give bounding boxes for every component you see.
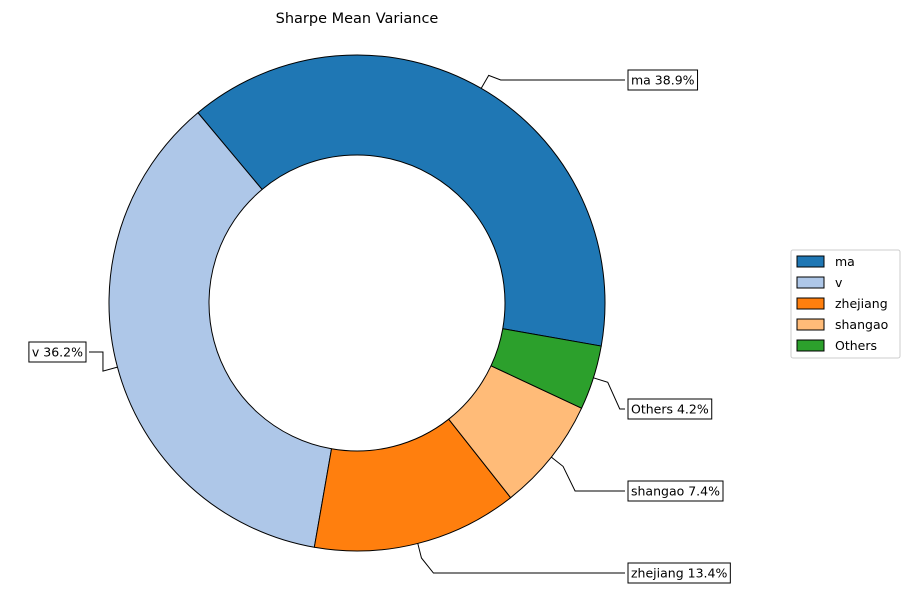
- legend-swatch-v: [796, 276, 825, 289]
- callout-line-others: [593, 377, 625, 410]
- legend: ma v zhejiang shangao Others: [790, 249, 901, 359]
- slice-ma: [197, 54, 606, 347]
- callout-label-v: v 36.2%: [32, 345, 83, 360]
- legend-swatch-zhejiang: [796, 297, 825, 310]
- callout-label-zhejiang: zhejiang 13.4%: [631, 566, 727, 581]
- legend-label-v: v: [835, 275, 843, 290]
- callout-box-shangao: [627, 480, 724, 502]
- legend-swatch-ma: [796, 255, 825, 268]
- callout-box-zhejiang: [627, 562, 731, 584]
- slice-others: [490, 328, 602, 409]
- callout-label-shangao: shangao 7.4%: [631, 484, 720, 499]
- legend-swatch-shangao: [796, 318, 825, 331]
- legend-swatch-others: [796, 339, 825, 352]
- callout-label-others: Others 4.2%: [631, 402, 709, 417]
- chart-title: Sharpe Mean Variance: [276, 11, 439, 27]
- legend-label-ma: ma: [835, 254, 855, 269]
- legend-label-others: Others: [835, 338, 877, 353]
- callout-box-others: [627, 398, 713, 420]
- callout-label-ma: ma 38.9%: [631, 73, 695, 88]
- legend-label-zhejiang: zhejiang: [835, 296, 888, 311]
- callout-box-ma: [627, 69, 699, 91]
- callout-box-v: [28, 341, 87, 363]
- callout-line-v: [89, 351, 118, 372]
- legend-label-shangao: shangao: [835, 317, 888, 332]
- slice-v: [108, 112, 333, 548]
- callout-line-zhejiang: [417, 543, 625, 574]
- slice-callouts: ma 38.9% v 36.2% zhejiang 13.4% shangao 7.4…: [28, 69, 731, 584]
- donut-slices: [108, 54, 606, 552]
- callout-line-shangao: [551, 456, 625, 492]
- callout-line-ma: [480, 74, 625, 89]
